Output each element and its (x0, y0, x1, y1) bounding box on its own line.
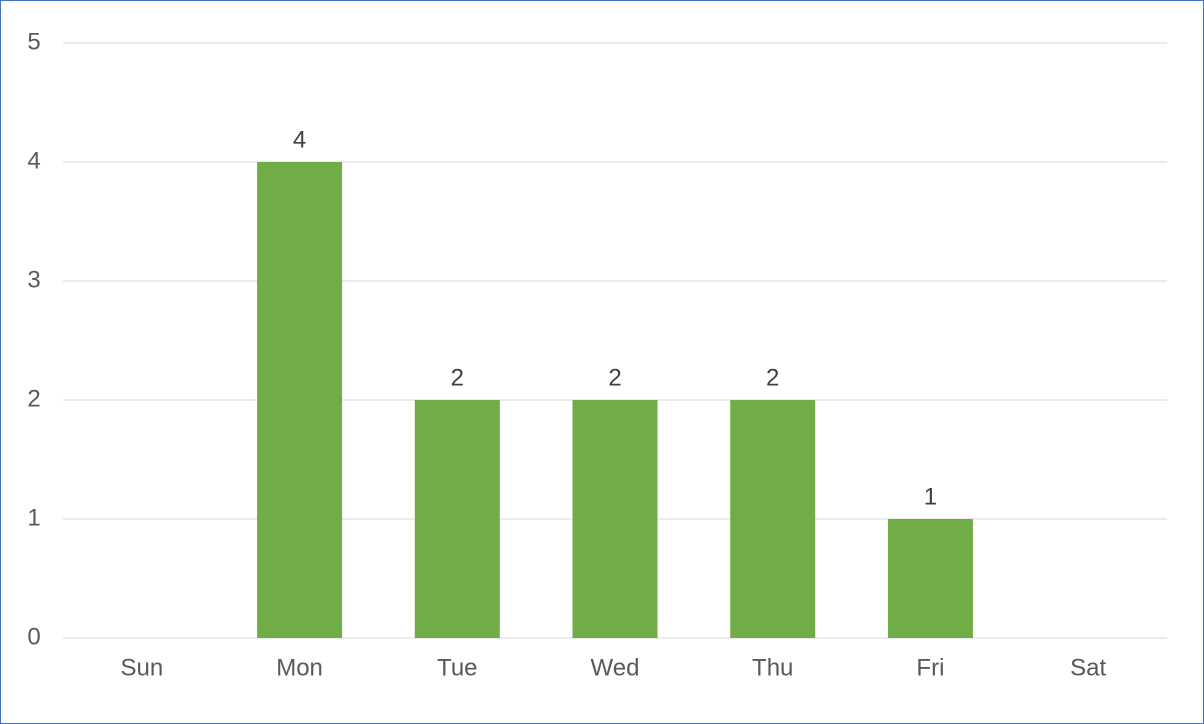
y-tick-label: 0 (27, 623, 40, 650)
bar (414, 400, 500, 638)
x-tick-label: Sun (121, 654, 164, 681)
bar (730, 400, 816, 638)
y-tick-label: 4 (27, 147, 40, 174)
data-label: 4 (293, 126, 306, 153)
x-tick-label: Wed (591, 654, 640, 681)
y-tick-label: 1 (27, 504, 40, 531)
x-tick-label: Thu (752, 654, 793, 681)
bar (257, 162, 343, 638)
x-tick-label: Mon (276, 654, 323, 681)
bar (572, 400, 658, 638)
x-tick-label: Fri (916, 654, 944, 681)
y-tick-label: 3 (27, 266, 40, 293)
data-label: 2 (608, 364, 621, 391)
data-label: 2 (451, 364, 464, 391)
x-tick-label: Sat (1070, 654, 1106, 681)
y-tick-label: 5 (27, 28, 40, 55)
bar (887, 519, 973, 638)
data-label: 2 (766, 364, 779, 391)
x-tick-label: Tue (437, 654, 477, 681)
data-label: 1 (924, 483, 937, 510)
y-tick-label: 2 (27, 385, 40, 412)
